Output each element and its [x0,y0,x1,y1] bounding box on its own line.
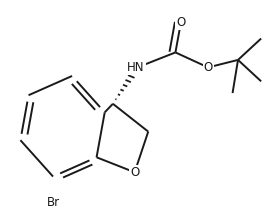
Text: O: O [203,61,213,74]
Text: HN: HN [127,61,145,74]
Text: O: O [130,166,139,179]
Text: O: O [176,16,186,29]
Text: Br: Br [47,196,60,209]
